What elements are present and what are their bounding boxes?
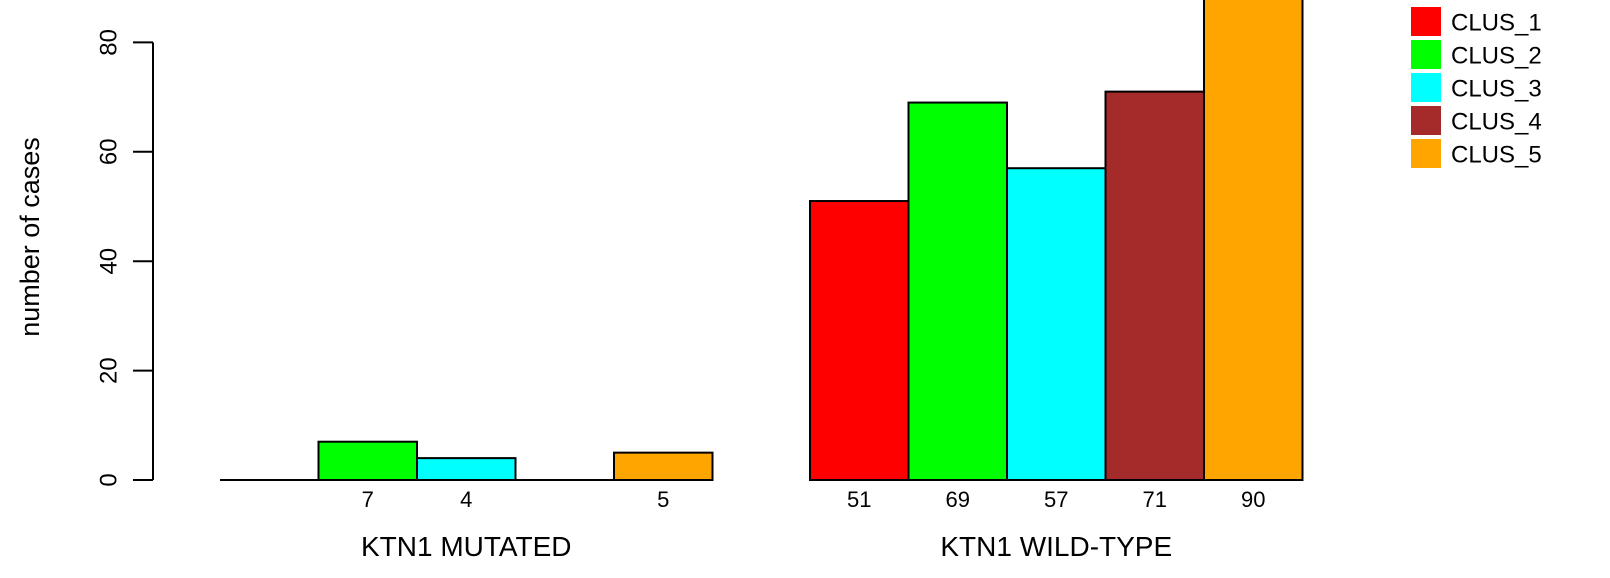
y-axis-title: number of cases	[15, 137, 45, 337]
y-tick-label: 20	[95, 357, 122, 384]
bar-value-label: 57	[1044, 487, 1068, 512]
bar-value-label: 51	[847, 487, 871, 512]
category-label: KTN1 MUTATED	[361, 531, 572, 562]
bars-area	[220, 0, 1304, 482]
bar-value-label: 71	[1143, 487, 1167, 512]
bar-clus-2-0	[317, 440, 418, 481]
y-tick-label: 40	[95, 248, 122, 275]
legend-swatch	[1411, 73, 1441, 102]
bar-clus-5-0	[613, 451, 714, 481]
legend-swatch	[1411, 139, 1441, 168]
bar-clus-2-1	[907, 101, 1008, 481]
legend-swatch	[1411, 106, 1441, 135]
bar-clus-1-1	[809, 200, 910, 481]
legend-label: CLUS_2	[1451, 42, 1542, 69]
y-tick-label: 80	[95, 29, 122, 56]
legend-swatch	[1411, 7, 1441, 36]
bar-clus-3-1	[1006, 167, 1107, 482]
category-label: KTN1 WILD-TYPE	[940, 531, 1172, 562]
legend-label: CLUS_5	[1451, 141, 1542, 168]
legend-swatch	[1411, 40, 1441, 69]
legend: CLUS_1 CLUS_2 CLUS_3 CLUS_4 CLUS_5	[1411, 7, 1542, 168]
bar-value-label: 90	[1241, 487, 1265, 512]
bar-value-label: 69	[946, 487, 970, 512]
bar-value-label: 5	[657, 487, 669, 512]
y-tick-label: 0	[95, 473, 122, 486]
y-axis: 0 20 40 60 80	[95, 29, 154, 487]
bar-clus-5-1	[1203, 0, 1304, 481]
bar-value-label: 7	[362, 487, 374, 512]
bar-value-labels: 7 4 5 51 69 57 71 90	[362, 487, 1266, 512]
y-tick-label: 60	[95, 138, 122, 165]
bar-clus-4-1	[1104, 90, 1205, 481]
legend-label: CLUS_1	[1451, 9, 1542, 36]
legend-label: CLUS_3	[1451, 75, 1542, 102]
legend-label: CLUS_4	[1451, 108, 1542, 135]
bar-clus-3-0	[416, 457, 517, 481]
group-labels: KTN1 MUTATED KTN1 WILD-TYPE	[361, 531, 1172, 562]
bar-value-label: 4	[460, 487, 472, 512]
